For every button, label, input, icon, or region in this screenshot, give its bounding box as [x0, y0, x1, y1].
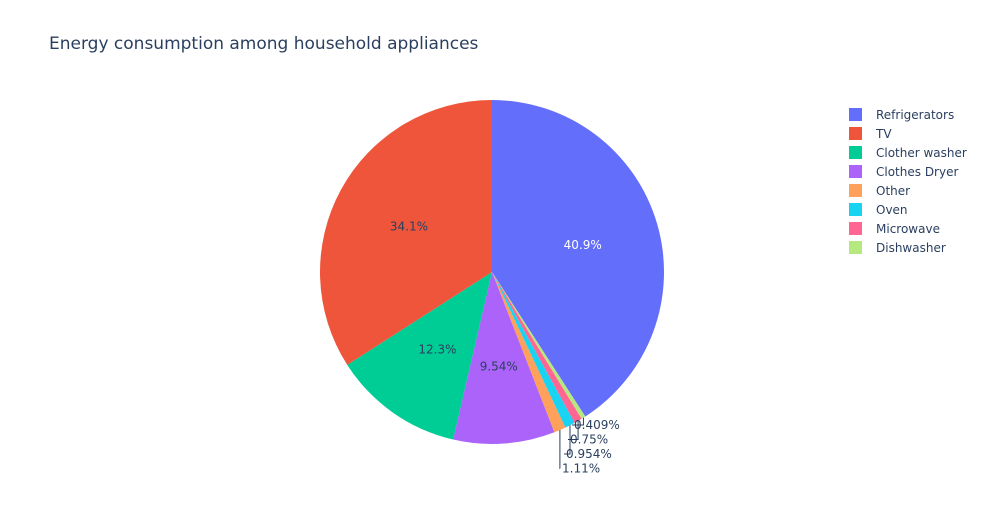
legend-item-other[interactable]: Other: [849, 181, 967, 200]
pie-slice-other[interactable]: [492, 272, 566, 433]
legend-label: Other: [876, 183, 911, 198]
pie-slice-dishwasher[interactable]: [492, 272, 586, 419]
legend-swatch: [849, 108, 862, 121]
slice-label-refrigerators: 40.9%: [564, 238, 602, 252]
legend-label: Microwave: [876, 221, 940, 236]
legend-label: TV: [876, 126, 892, 141]
slice-label-other: 1.11%: [562, 462, 600, 476]
legend-swatch: [849, 146, 862, 159]
legend-item-microwave[interactable]: Microwave: [849, 219, 967, 238]
legend-swatch: [849, 184, 862, 197]
leader-line-dishwasher: [572, 417, 584, 426]
pie-slice-oven[interactable]: [492, 272, 575, 428]
slice-label-microwave: 0.75%: [570, 433, 608, 447]
legend-item-dishwasher[interactable]: Dishwasher: [849, 238, 967, 257]
legend-swatch: [849, 241, 862, 254]
legend-swatch: [849, 165, 862, 178]
pie-slice-clother-washer[interactable]: [347, 272, 492, 440]
legend-swatch: [849, 203, 862, 216]
legend-label: Clother washer: [876, 145, 967, 160]
chart-legend: Refrigerators TV Clother washer Clothes Dry…: [849, 105, 967, 257]
legend-item-refrigerators[interactable]: Refrigerators: [849, 105, 967, 124]
legend-item-clother-washer[interactable]: Clother washer: [849, 143, 967, 162]
slice-label-tv: 34.1%: [390, 220, 428, 234]
leader-line-oven: [564, 425, 571, 455]
legend-item-clothes-dryer[interactable]: Clothes Dryer: [849, 162, 967, 181]
legend-label: Clothes Dryer: [876, 164, 959, 179]
leader-line-microwave: [568, 420, 579, 440]
legend-label: Oven: [876, 202, 908, 217]
legend-label: Refrigerators: [876, 107, 955, 122]
legend-swatch: [849, 127, 862, 140]
legend-swatch: [849, 222, 862, 235]
legend-item-tv[interactable]: TV: [849, 124, 967, 143]
chart-title: Energy consumption among household appli…: [49, 34, 479, 54]
slice-label-dishwasher: 0.409%: [574, 418, 620, 432]
pie-slice-tv[interactable]: [319, 100, 492, 365]
slice-label-oven: 0.954%: [566, 447, 612, 461]
slice-label-clother-washer: 12.3%: [418, 342, 456, 356]
pie-slice-refrigerators[interactable]: [492, 100, 664, 417]
legend-item-oven[interactable]: Oven: [849, 200, 967, 219]
legend-label: Dishwasher: [876, 240, 946, 255]
slice-label-clothes-dryer: 9.54%: [480, 359, 518, 373]
pie-slice-microwave[interactable]: [492, 272, 582, 423]
pie-slice-clothes-dryer[interactable]: [453, 272, 555, 445]
